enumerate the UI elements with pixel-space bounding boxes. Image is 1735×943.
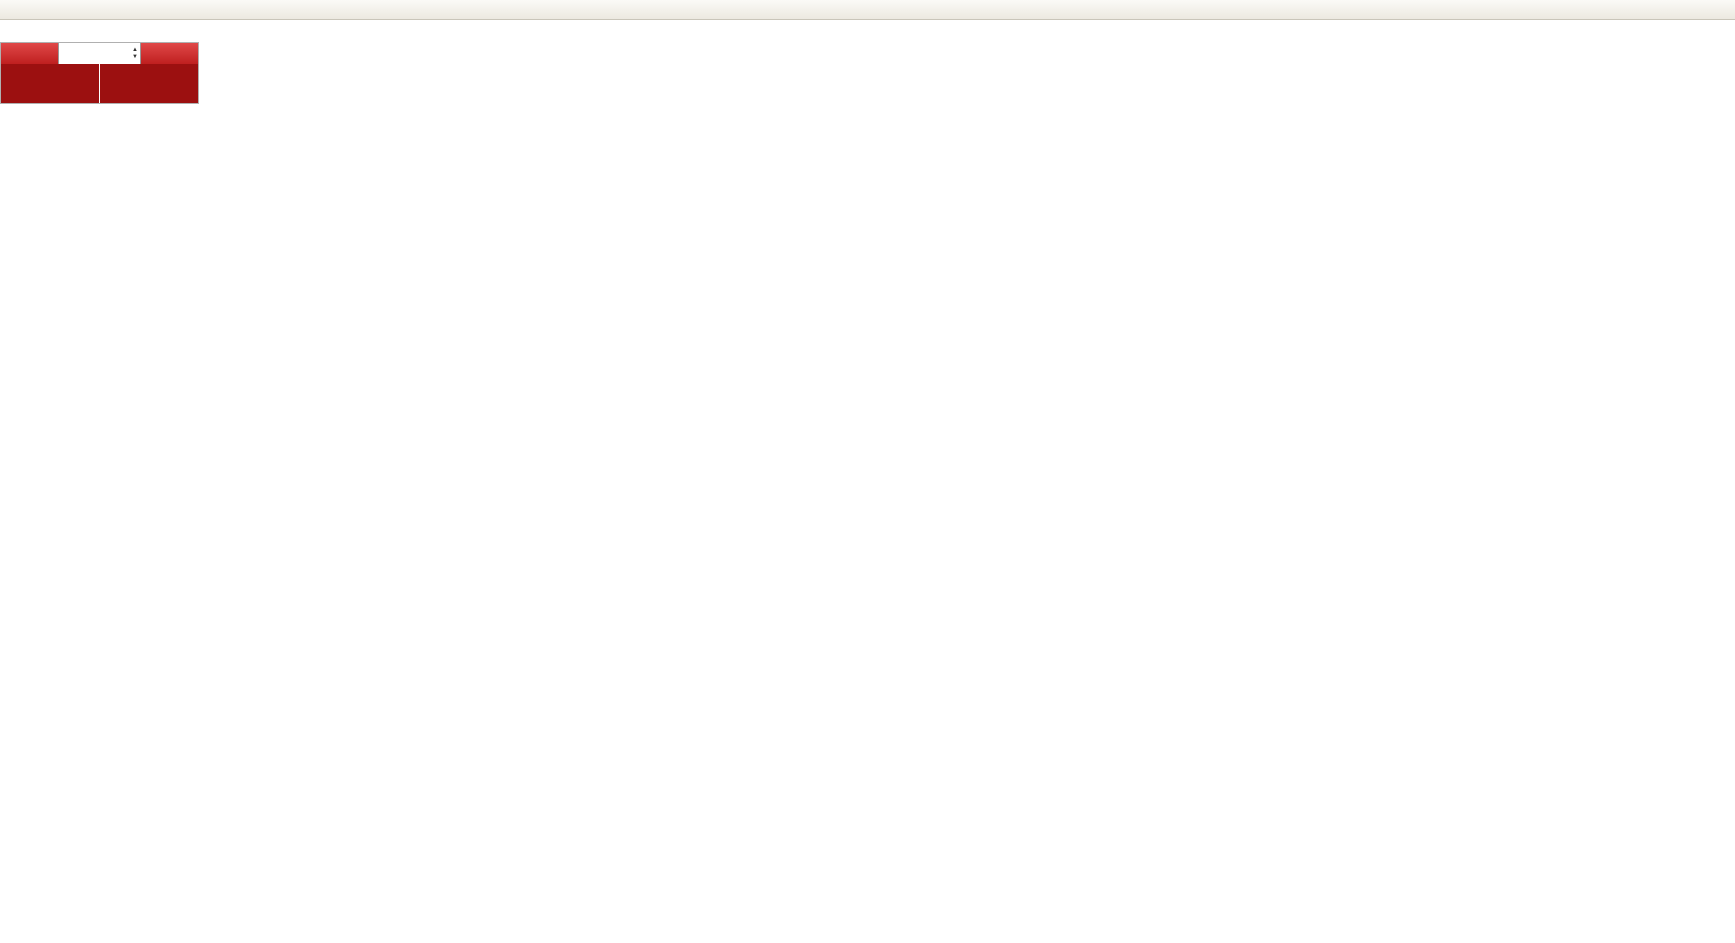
lot-size-input[interactable]: ▲ ▼ xyxy=(58,43,141,64)
buy-button[interactable] xyxy=(141,43,198,64)
lot-spinner[interactable]: ▲ ▼ xyxy=(132,47,138,60)
sell-button[interactable] xyxy=(1,43,58,64)
one-click-trading-panel: ▲ ▼ xyxy=(0,42,199,104)
toolbar xyxy=(0,0,1735,20)
sell-price xyxy=(1,64,99,103)
spinner-down-icon[interactable]: ▼ xyxy=(132,53,138,60)
buy-price xyxy=(100,64,198,103)
spinner-up-icon[interactable]: ▲ xyxy=(132,46,138,53)
